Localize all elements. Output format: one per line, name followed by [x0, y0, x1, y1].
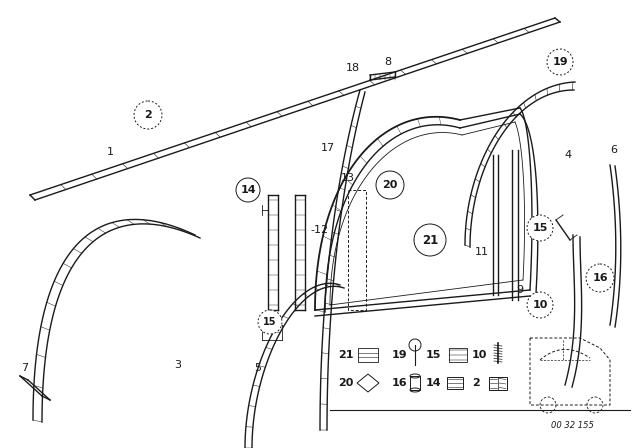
Text: 15: 15 [263, 317, 276, 327]
Text: 19: 19 [552, 57, 568, 67]
Text: 16: 16 [592, 273, 608, 283]
Circle shape [134, 101, 162, 129]
Text: 1: 1 [106, 147, 113, 157]
Text: 14: 14 [426, 378, 442, 388]
Circle shape [376, 171, 404, 199]
Text: 16: 16 [392, 378, 408, 388]
Text: 3: 3 [175, 360, 182, 370]
Text: 20: 20 [382, 180, 397, 190]
Text: 15: 15 [426, 350, 442, 360]
Circle shape [414, 224, 446, 256]
Text: 10: 10 [472, 350, 488, 360]
Text: 10: 10 [532, 300, 548, 310]
Text: 00 32 155: 00 32 155 [550, 421, 593, 430]
Bar [489, 376, 507, 389]
Text: 17: 17 [321, 143, 335, 153]
Text: -12: -12 [310, 225, 328, 235]
Text: 2: 2 [144, 110, 152, 120]
Text: 19: 19 [392, 350, 408, 360]
Bar [410, 376, 420, 390]
Text: 18: 18 [346, 63, 360, 73]
Circle shape [258, 310, 282, 334]
Text: 5: 5 [255, 363, 262, 373]
Text: 9: 9 [516, 285, 524, 295]
Text: 14: 14 [240, 185, 256, 195]
Circle shape [586, 264, 614, 292]
Text: 8: 8 [385, 57, 392, 67]
Text: 21: 21 [338, 350, 353, 360]
Bar [447, 377, 463, 389]
Bar [449, 348, 467, 362]
Bar [348, 190, 366, 310]
Circle shape [527, 215, 553, 241]
Text: 2: 2 [472, 378, 480, 388]
Circle shape [527, 292, 553, 318]
Text: 13: 13 [341, 173, 355, 183]
Text: 20: 20 [338, 378, 353, 388]
Circle shape [547, 49, 573, 75]
Text: 15: 15 [532, 223, 548, 233]
Text: 4: 4 [564, 150, 572, 160]
Text: 21: 21 [422, 233, 438, 246]
Circle shape [236, 178, 260, 202]
Text: 7: 7 [21, 363, 29, 373]
Text: 6: 6 [611, 145, 618, 155]
Text: 11: 11 [475, 247, 489, 257]
